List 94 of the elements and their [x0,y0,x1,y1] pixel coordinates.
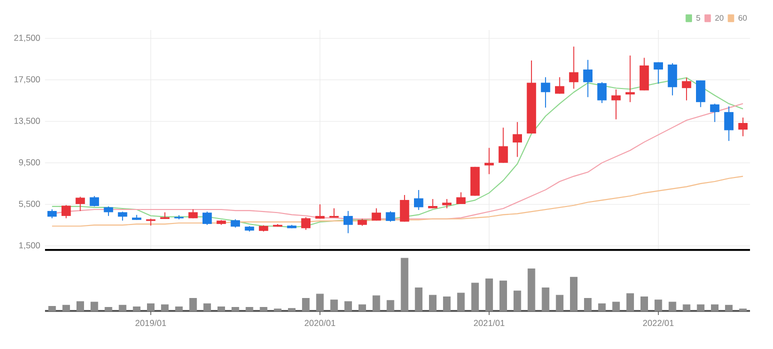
bar [640,296,648,312]
bar [386,300,394,312]
bar [514,290,522,312]
bar [528,268,536,312]
bar [146,303,155,312]
bar [499,280,508,312]
candlestick [625,55,635,103]
y-tick-label: 5,500 [18,200,40,208]
legend-label: 60 [738,15,747,21]
bar [246,307,254,312]
candlestick [442,198,452,209]
bar [400,258,408,312]
candlestick [315,204,325,220]
candlestick [668,62,678,96]
bar [598,303,606,312]
legend-label: 20 [715,15,724,21]
legend-label: 5 [696,15,700,21]
bar [542,287,550,312]
candlestick [611,88,621,120]
bar [288,308,296,312]
y-tick-label: 13,500 [14,118,40,125]
bar [739,308,747,312]
candlestick [696,80,706,108]
candlestick [484,147,494,175]
bar [104,307,112,312]
candlestick [400,194,410,222]
candlestick [682,77,692,101]
bar [584,298,592,312]
bar [626,293,634,312]
bar [696,304,704,312]
candlestick [76,196,85,212]
candlestick [597,82,607,104]
bar [62,304,70,312]
bar [118,304,126,312]
bar [203,303,211,312]
bar [414,287,422,312]
bar [443,296,451,312]
bar [725,304,733,312]
bar [428,294,437,312]
bar [48,306,56,312]
candlestick [738,117,748,137]
y-tick-label: 21,500 [14,34,40,42]
x-tick-label: 2020/01 [304,320,336,326]
bar [260,307,268,312]
bar [570,276,578,312]
y-tick-label: 9,500 [19,159,40,166]
bar [485,278,493,312]
bar [612,302,620,312]
bar [344,301,352,312]
candlestick [344,210,353,234]
candlestick [710,103,720,123]
bar [457,292,465,312]
candlestick [569,46,578,90]
y-tick-label: 1,500 [19,242,40,250]
x-tick-label: 2022/01 [643,320,674,326]
bar [372,295,380,312]
candlestick [540,76,550,108]
bar [654,300,662,312]
candlestick [104,206,114,216]
candlestick [301,216,311,230]
candlestick [428,198,438,209]
bar [132,306,140,312]
candlestick [202,211,212,226]
bar [710,304,719,312]
y-tick-label: 17,500 [14,76,40,84]
x-tick-label: 2021/01 [474,320,504,326]
bar [668,302,676,312]
bar [76,301,84,312]
bar [302,298,310,312]
bar [274,308,282,312]
bar [217,306,226,312]
candlestick [724,106,734,142]
candlestick [414,190,424,210]
candlestick [654,62,663,84]
bar [316,294,324,312]
bar [682,304,690,312]
bar [556,294,564,312]
bar [471,282,479,312]
candlestick [372,208,382,222]
candlestick [62,204,71,219]
candlestick [512,122,522,158]
x-tick-label: 2019/01 [136,320,166,326]
candlestick [386,210,396,222]
candlestick [554,76,564,94]
bar [232,307,240,312]
bar [161,304,169,312]
candlestick [498,127,508,164]
bar [330,300,338,312]
bar [358,304,366,312]
candlestick [583,59,592,98]
candlestick [90,196,100,207]
bar [189,298,197,312]
bar [175,306,183,312]
bar [90,302,98,312]
